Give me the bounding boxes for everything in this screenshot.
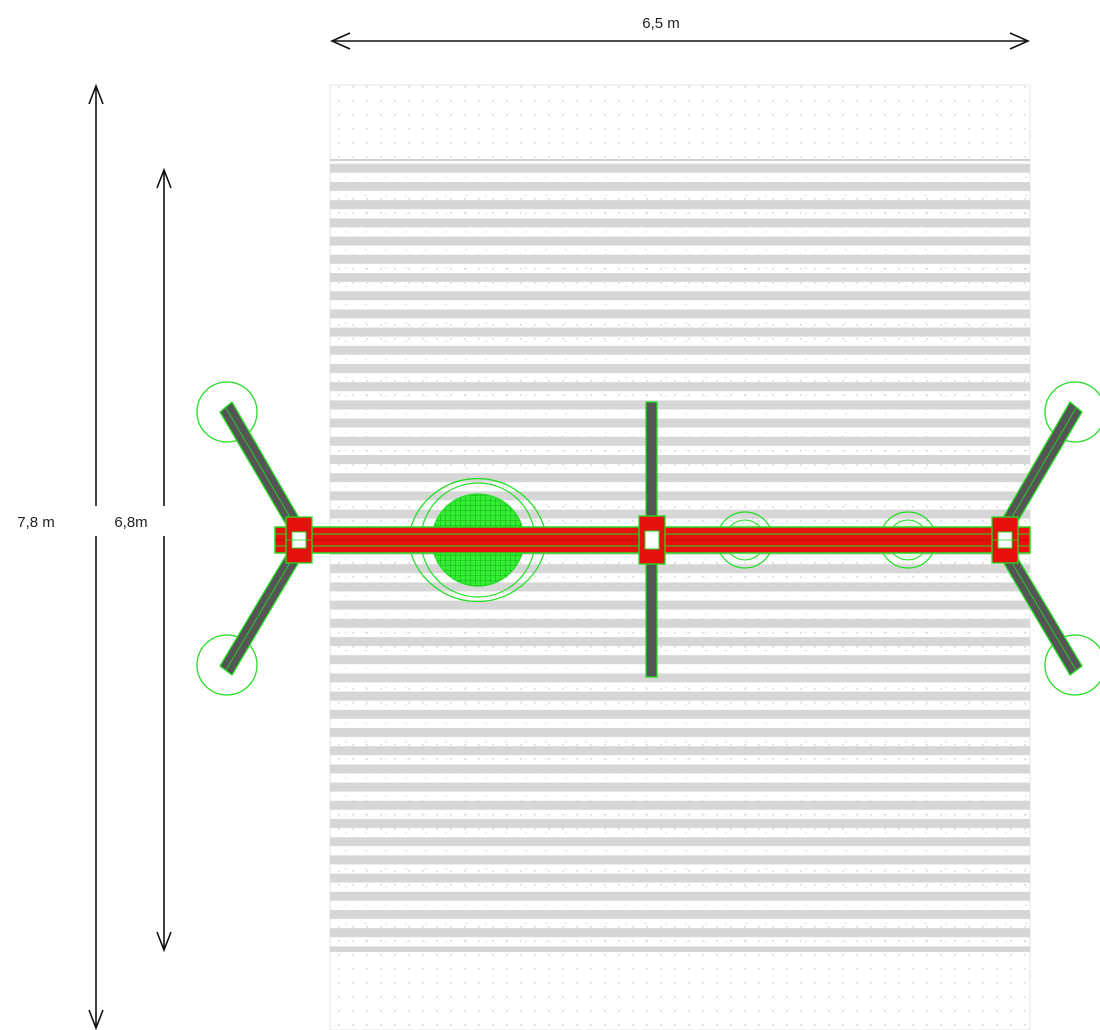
right-a-frame [995,401,1083,676]
arrow-left-icon [330,32,351,50]
width-dimension-label: 6,5 m [642,15,680,32]
swing-frame [196,381,1100,696]
safety-zone-depth-dimension: 6,8m [114,167,186,953]
footing-circle-bottom-right [1044,634,1100,696]
arrow-up-icon [156,167,172,189]
right-bracket [991,516,1019,564]
arrow-right-icon [1009,32,1030,50]
arrow-down-icon [88,1009,104,1030]
arrow-up-icon [88,83,104,105]
left-bracket [285,516,313,564]
arrow-down-icon [156,931,172,953]
total-depth-dimension: 7,8 m [17,83,118,1030]
center-bracket [638,515,666,565]
footing-circle-top-right [1044,381,1100,443]
total-depth-label: 7,8 m [17,514,55,531]
footing-circle-top-left [196,381,258,443]
width-dimension: 6,5 m [330,15,1030,50]
safety-depth-label: 6,8m [114,514,147,531]
footing-circle-bottom-left [196,634,258,696]
